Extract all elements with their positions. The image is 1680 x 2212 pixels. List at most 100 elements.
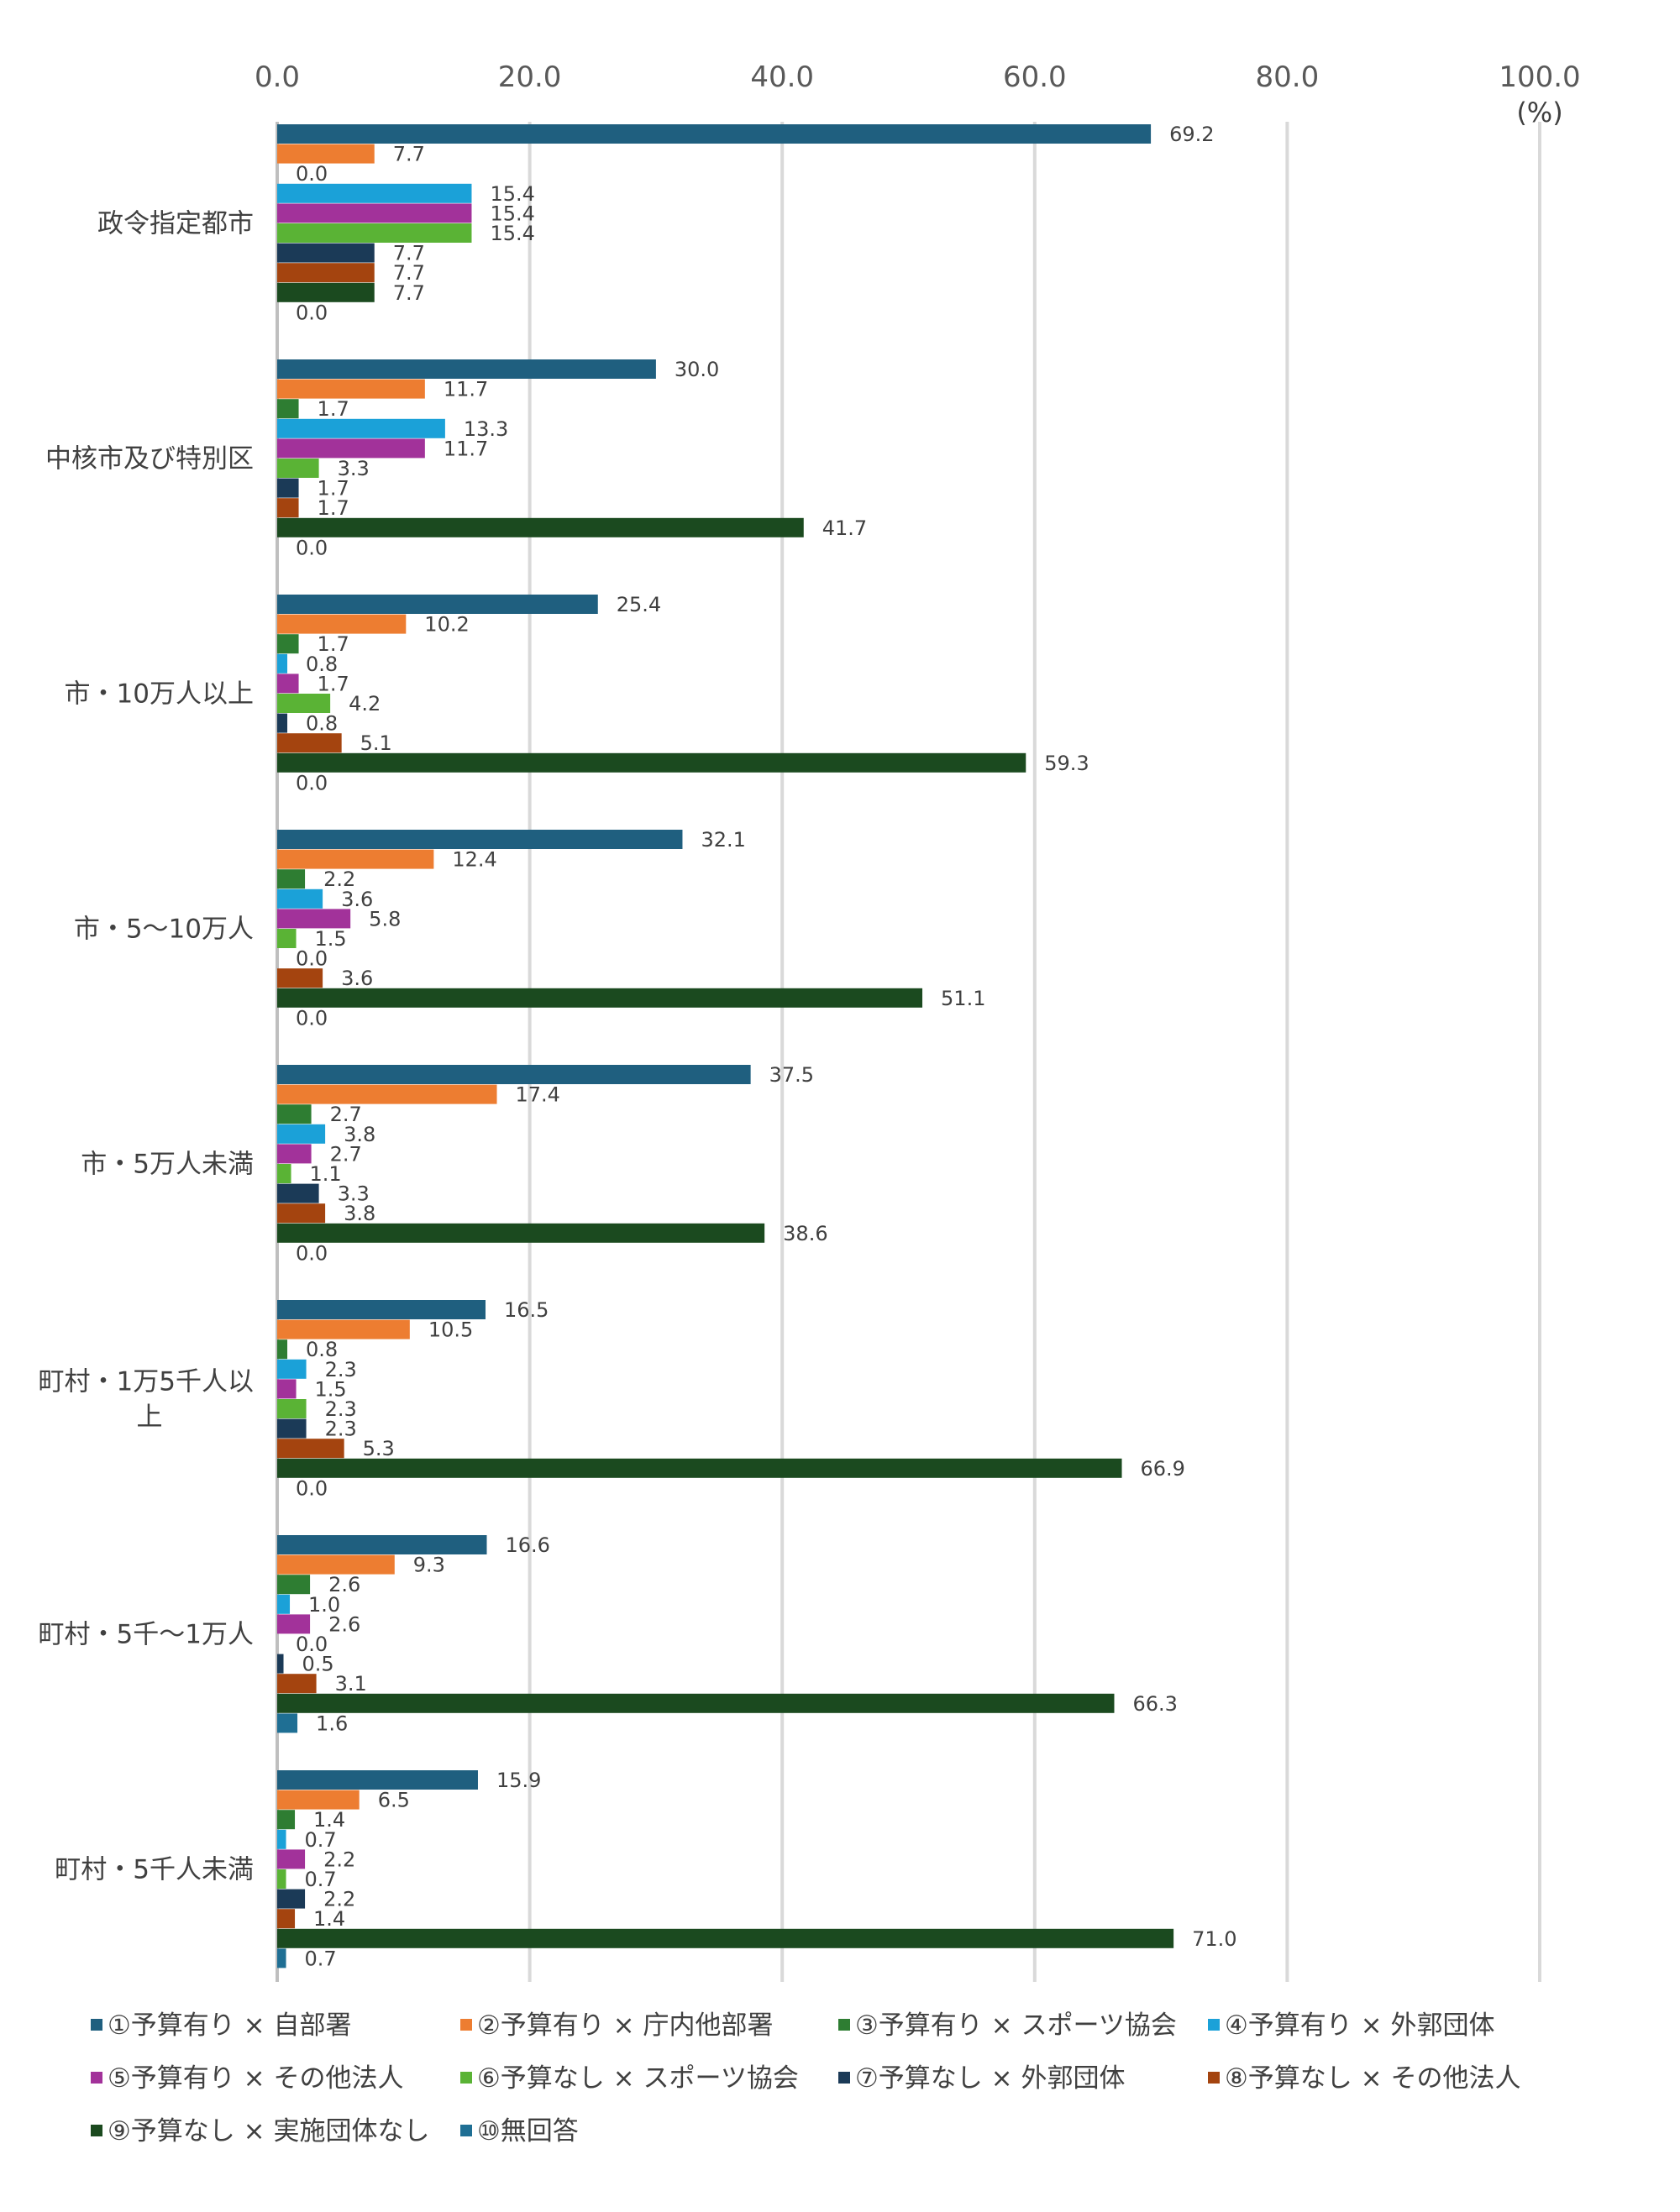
bar <box>277 1790 360 1810</box>
bar <box>277 1104 312 1124</box>
bar <box>277 1535 487 1554</box>
bar <box>277 1810 296 1830</box>
data-label: 1.7 <box>318 397 349 421</box>
bar <box>277 1713 298 1733</box>
data-label: 1.0 <box>308 1593 340 1617</box>
legend-label: ①予算有り × 自部署 <box>108 2010 351 2041</box>
data-label: 1.5 <box>315 927 347 951</box>
bar <box>277 1594 291 1614</box>
bar <box>277 968 323 988</box>
legend-label: ⑤予算有り × その他法人 <box>108 2063 403 2094</box>
bar <box>277 1575 311 1595</box>
data-label: 1.1 <box>310 1162 342 1186</box>
data-label: 1.6 <box>316 1711 348 1735</box>
bar <box>277 674 299 694</box>
data-label: 15.4 <box>490 202 534 225</box>
data-label: 0.0 <box>296 162 328 186</box>
bars <box>277 124 1174 1968</box>
category-label: 政令指定都市 <box>97 209 254 239</box>
bar <box>277 1399 307 1418</box>
bar <box>277 1379 297 1399</box>
data-label: 32.1 <box>701 828 745 852</box>
bar <box>277 1084 497 1104</box>
data-label: 15.4 <box>490 222 534 245</box>
data-label: 2.7 <box>330 1142 362 1166</box>
data-label: 0.7 <box>305 1828 337 1852</box>
unit-label: (%) <box>1516 97 1562 128</box>
data-label: 2.3 <box>325 1418 357 1441</box>
bar <box>277 1339 288 1360</box>
data-label: 0.8 <box>306 1338 338 1361</box>
data-label: 4.2 <box>349 692 381 715</box>
data-label: 5.8 <box>369 907 401 930</box>
data-label: 66.9 <box>1141 1457 1185 1481</box>
category-label: 町村・5千～1万人 <box>39 1620 254 1650</box>
bar <box>277 713 288 733</box>
data-label: 37.5 <box>769 1063 814 1087</box>
data-label: 2.2 <box>323 868 355 891</box>
bar <box>277 869 306 889</box>
bar <box>277 1889 306 1909</box>
bar <box>277 359 656 379</box>
legend-label: ②予算有り × 庁内他部署 <box>477 2010 773 2041</box>
data-label: 2.6 <box>328 1573 360 1596</box>
data-label: 38.6 <box>783 1222 827 1245</box>
bar <box>277 752 1026 773</box>
bar <box>277 263 375 283</box>
data-label: 1.4 <box>313 1808 345 1832</box>
legend-swatch <box>460 2019 472 2031</box>
data-label: 66.3 <box>1132 1692 1177 1716</box>
data-label: 1.7 <box>318 496 349 520</box>
x-tick-label: 80.0 <box>1256 60 1320 94</box>
data-label: 5.1 <box>360 731 392 755</box>
legend-label: ⑥予算なし × スポーツ協会 <box>477 2063 799 2094</box>
data-label: 71.0 <box>1192 1927 1236 1951</box>
bar <box>277 459 319 478</box>
data-label: 3.1 <box>335 1672 367 1696</box>
data-label: 15.4 <box>490 182 534 206</box>
bar <box>277 1223 765 1243</box>
data-label: 0.8 <box>306 653 338 676</box>
bar <box>277 243 375 263</box>
data-label: 10.2 <box>424 613 469 637</box>
data-label: 2.2 <box>323 1848 355 1871</box>
x-tick-label: 40.0 <box>750 60 814 94</box>
data-label: 13.3 <box>464 417 508 441</box>
category-label: 市・5万人未満 <box>81 1150 254 1180</box>
category-label: 市・5～10万人 <box>74 915 254 945</box>
bar <box>277 517 804 537</box>
bar <box>277 1319 410 1339</box>
bar <box>277 595 598 614</box>
data-label: 5.3 <box>363 1437 395 1460</box>
bar <box>277 478 299 498</box>
x-tick-label: 100.0 <box>1499 60 1580 94</box>
bar <box>277 1909 296 1929</box>
data-label: 2.6 <box>328 1612 360 1636</box>
data-label: 11.7 <box>444 437 488 460</box>
data-label: 2.2 <box>323 1888 355 1911</box>
bar <box>277 124 1152 144</box>
bar <box>277 1144 312 1164</box>
legend-label: ④予算有り × 外郭団体 <box>1225 2010 1494 2041</box>
legend-swatch <box>1208 2019 1220 2031</box>
x-tick-label: 60.0 <box>1003 60 1067 94</box>
data-labels: 69.230.025.432.137.516.516.615.97.711.71… <box>296 123 1237 1970</box>
data-label: 0.0 <box>296 1633 328 1656</box>
data-label: 0.7 <box>305 1868 337 1891</box>
data-label: 10.5 <box>428 1318 473 1342</box>
bar <box>277 1183 319 1203</box>
category-label: 市・10万人以上 <box>65 679 254 710</box>
bar <box>277 909 351 929</box>
bar <box>277 830 683 849</box>
bar <box>277 1948 286 1968</box>
category-label: 上 <box>137 1402 163 1433</box>
data-label: 7.7 <box>393 242 425 265</box>
legend-swatch <box>91 2072 102 2084</box>
bar <box>277 1654 284 1674</box>
bar <box>277 694 331 713</box>
bar <box>277 379 425 399</box>
bar <box>277 929 297 948</box>
data-label: 3.8 <box>344 1123 375 1146</box>
